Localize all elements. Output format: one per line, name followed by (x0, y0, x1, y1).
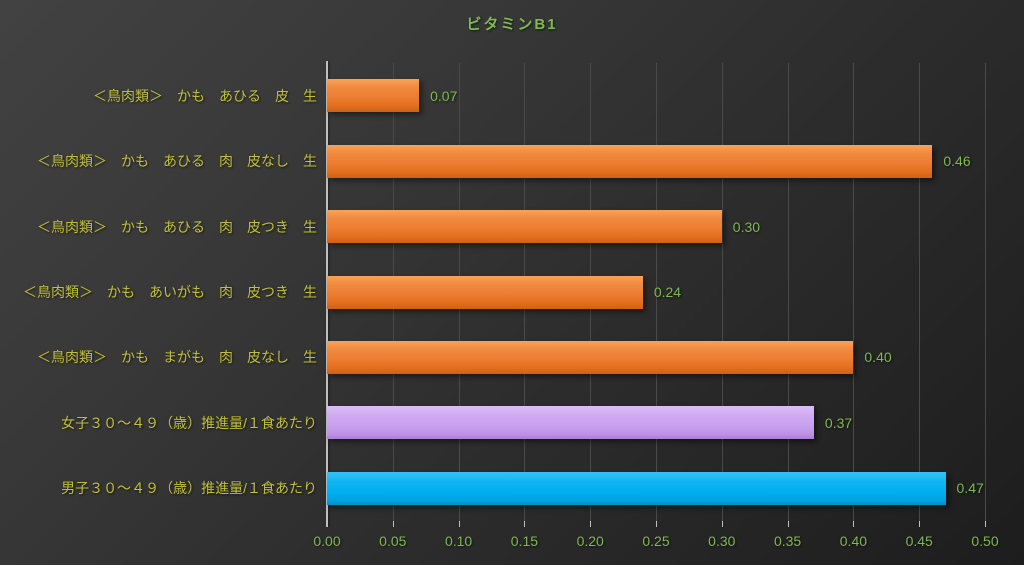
category-label: 女子３０～４９（歳）推進量/１食あたり (61, 414, 317, 431)
bar-value-label: 0.24 (653, 284, 682, 300)
x-tick (985, 521, 986, 527)
x-tick (853, 521, 855, 527)
category-label: ＜鳥肉類＞ かも まがも 肉 皮なし 生 (37, 349, 317, 366)
bar-value-label: 0.46 (943, 153, 971, 170)
category-label: ＜鳥肉類＞ かも あひる 肉 皮なし 生 (37, 153, 317, 170)
bar (327, 471, 946, 505)
x-tick-label: 0.05 (379, 533, 407, 549)
x-tick-label: 0.35 (773, 533, 802, 549)
x-tick-label: 0.25 (642, 533, 670, 549)
gridline (656, 63, 657, 521)
plot-area: 0.07 0.46 0.30 0.24 0.40 0.37 0.47 (327, 63, 986, 521)
bar-value-label: 0.30 (732, 218, 761, 235)
bar (327, 406, 814, 440)
category-label: ＜鳥肉類＞ かも あいがも 肉 皮つき 生 (23, 284, 317, 300)
x-tick (458, 521, 460, 527)
x-tick-label: 0.45 (905, 533, 933, 549)
chart-title: ビタミンB1 (466, 16, 558, 33)
x-tick-label: 0.50 (971, 533, 999, 549)
x-tick (787, 521, 789, 527)
category-labels: ＜鳥肉類＞ かも あひる 皮 生 ＜鳥肉類＞ かも あひる 肉 皮なし 生 ＜鳥肉類… (0, 63, 317, 521)
x-axis-labels: 0.00 0.05 0.10 0.15 0.20 0.25 0.30 0.35 0.40 0.45… (313, 533, 998, 555)
x-tick-label: 0.15 (510, 533, 539, 549)
x-tick (919, 521, 921, 527)
x-tick (721, 521, 723, 527)
x-axis-ticks (327, 521, 986, 527)
gridline (787, 63, 789, 521)
gridline (919, 63, 921, 521)
category-label: ＜鳥肉類＞ かも あひる 肉 皮つき 生 (37, 218, 317, 235)
bar-value-label: 0.40 (864, 349, 892, 366)
x-tick (327, 521, 328, 527)
gridline (853, 63, 855, 521)
x-tick-label: 0.40 (839, 533, 868, 549)
x-tick (524, 521, 526, 527)
bar (327, 275, 643, 309)
x-tick (392, 521, 394, 527)
bar (327, 144, 933, 178)
x-tick-label: 0.30 (708, 533, 736, 549)
bar (327, 79, 420, 113)
bar (327, 340, 854, 374)
x-tick (590, 521, 592, 527)
bar-value-label: 0.37 (824, 414, 853, 431)
x-tick (656, 521, 657, 527)
x-tick-label: 0.00 (313, 533, 341, 549)
x-tick-label: 0.10 (444, 533, 473, 549)
gridline (985, 63, 986, 521)
category-label: 男子３０～４９（歳）推進量/１食あたり (61, 480, 317, 497)
bar-value-label: 0.07 (430, 87, 458, 104)
bar (327, 210, 722, 244)
x-tick-label: 0.20 (576, 533, 604, 549)
category-label: ＜鳥肉類＞ かも あひる 皮 生 (93, 87, 317, 104)
gridline (721, 63, 723, 521)
bar-value-label: 0.47 (956, 480, 984, 497)
